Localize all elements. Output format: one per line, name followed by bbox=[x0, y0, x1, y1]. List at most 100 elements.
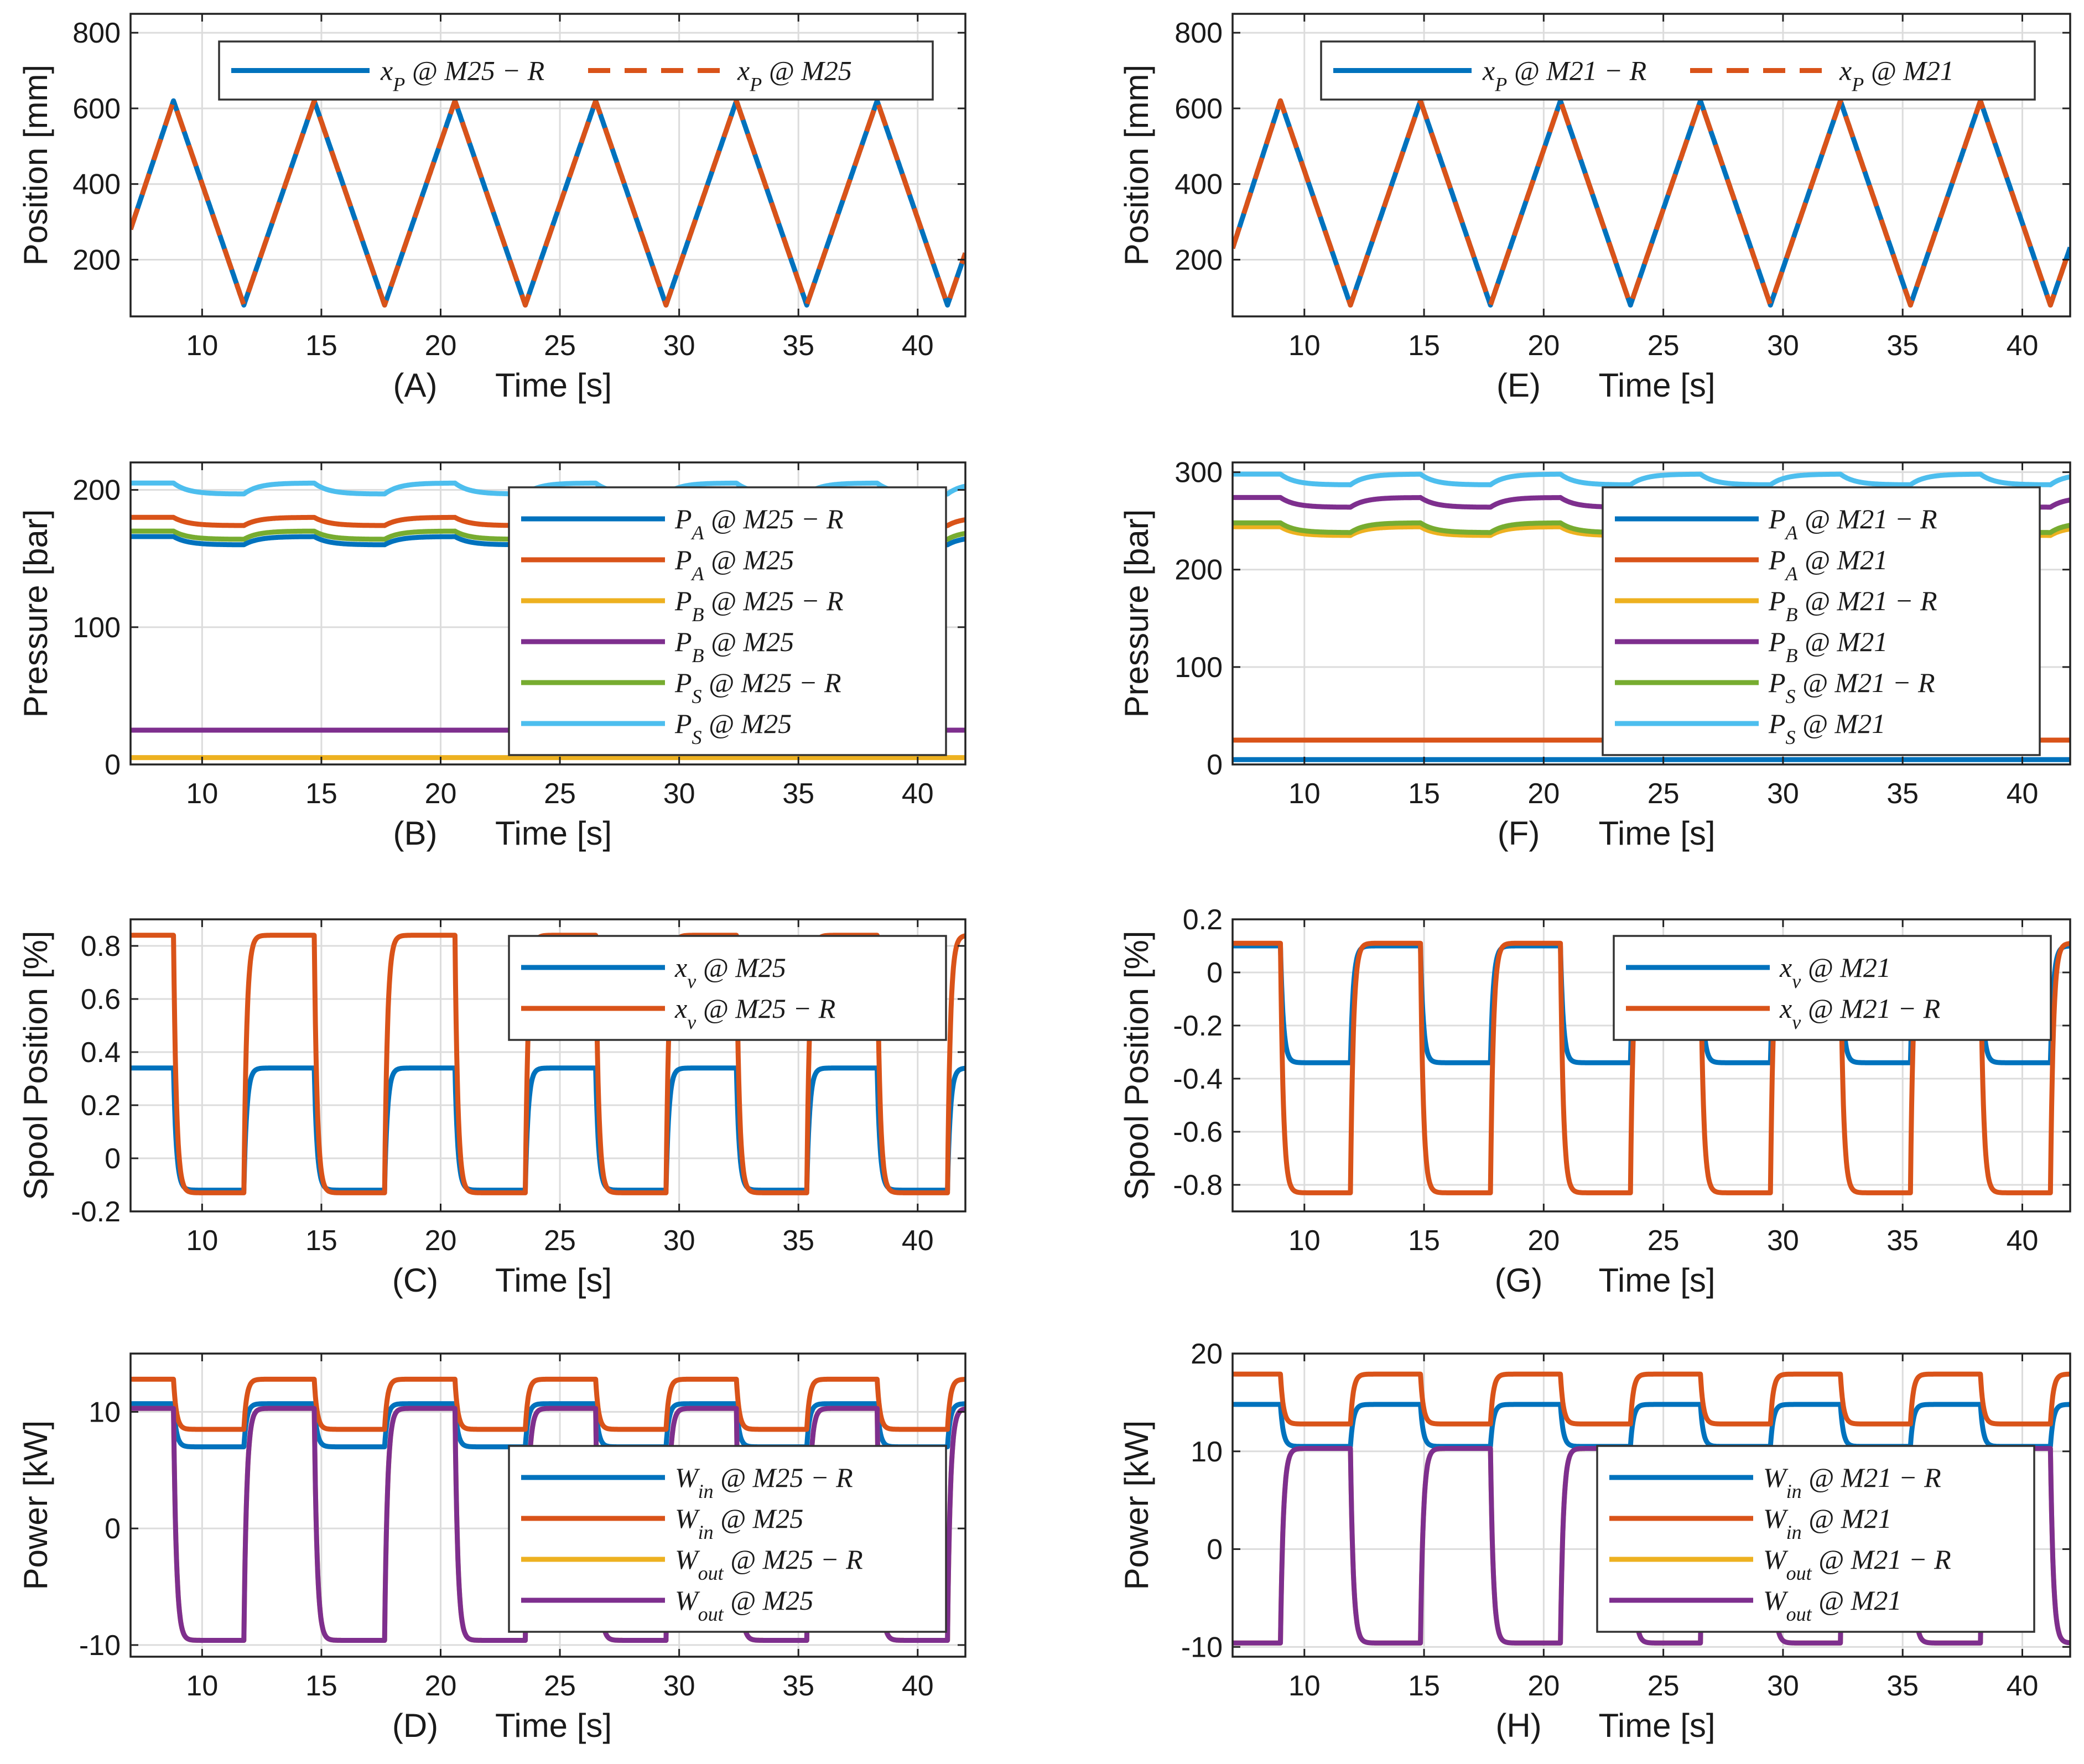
y-tick-label: 0.2 bbox=[81, 1090, 121, 1122]
legend-entry: PS @ M25 − R bbox=[674, 667, 841, 707]
y-tick-label: 0.2 bbox=[1183, 904, 1223, 936]
x-tick-label: 25 bbox=[1648, 330, 1680, 362]
legend-entry: xP @ M21 bbox=[1839, 55, 1954, 96]
x-tick-label: 25 bbox=[1648, 1670, 1680, 1702]
y-tick-label: 0 bbox=[1207, 957, 1223, 989]
x-tick-label: 35 bbox=[782, 1225, 814, 1257]
legend-entry: xP @ M25 bbox=[737, 55, 852, 96]
x-tick-label: 30 bbox=[663, 1225, 695, 1257]
y-tick-label: 200 bbox=[72, 475, 121, 507]
y-tick-label: -0.4 bbox=[1173, 1063, 1223, 1095]
x-axis-label: Time [s] bbox=[1598, 815, 1715, 852]
legend-entry: PS @ M21 − R bbox=[1768, 667, 1935, 707]
legend-entry: xP @ M21 − R bbox=[1482, 55, 1646, 96]
legend: xP @ M25 − R xP @ M25 bbox=[218, 40, 934, 101]
legend-entry: xP @ M25 − R bbox=[380, 55, 544, 96]
legend-entry: PS @ M21 bbox=[1768, 708, 1885, 748]
y-axis-label: Power [kW] bbox=[17, 1420, 54, 1590]
legend-entry: PA @ M21 bbox=[1768, 544, 1888, 585]
y-tick-label: 0 bbox=[105, 1513, 121, 1545]
y-tick-label: 0 bbox=[105, 1143, 121, 1175]
y-tick-label: 20 bbox=[1191, 1338, 1223, 1370]
x-tick-label: 20 bbox=[425, 778, 457, 810]
legend-entry: PB @ M25 − R bbox=[674, 585, 844, 626]
legend-entry: xv @ M25 bbox=[674, 952, 786, 992]
x-tick-label: 10 bbox=[186, 1670, 218, 1702]
y-tick-label: 400 bbox=[1174, 169, 1223, 201]
legend-entry: Wout @ M21 bbox=[1763, 1585, 1901, 1625]
panel-g: 10 15 20 25 30 35 40 -0.8 -0.6 -0.4 -0.2 0 0.2 Spool … bbox=[1118, 904, 2071, 1299]
y-tick-label: -0.2 bbox=[71, 1196, 121, 1228]
y-axis-label: Pressure [bar] bbox=[1118, 509, 1155, 718]
x-tick-label: 35 bbox=[782, 330, 814, 362]
legend-entry: PB @ M21 bbox=[1768, 626, 1888, 667]
panel-label: (D) bbox=[392, 1707, 438, 1744]
y-tick-label: 200 bbox=[72, 244, 121, 276]
x-tick-label: 20 bbox=[425, 1670, 457, 1702]
y-axis-label: Spool Position [%] bbox=[1118, 931, 1155, 1200]
axes-frame bbox=[1231, 1352, 2071, 1658]
x-tick-label: 35 bbox=[1886, 778, 1919, 810]
axes-frame bbox=[129, 461, 966, 766]
x-tick-label: 10 bbox=[1288, 778, 1321, 810]
x-tick-label: 30 bbox=[1767, 330, 1799, 362]
y-tick-label: 100 bbox=[72, 612, 121, 644]
series-line-e-1 bbox=[1233, 98, 2070, 308]
x-tick-label: 40 bbox=[902, 1225, 934, 1257]
x-tick-label: 20 bbox=[1527, 1670, 1560, 1702]
y-axis-label: Pressure [bar] bbox=[17, 509, 54, 718]
x-tick-label: 25 bbox=[544, 1225, 576, 1257]
y-tick-label: -10 bbox=[79, 1630, 121, 1662]
y-tick-label: 100 bbox=[1174, 652, 1223, 684]
y-tick-label: 0.4 bbox=[81, 1037, 121, 1069]
x-tick-label: 30 bbox=[663, 1670, 695, 1702]
x-tick-label: 15 bbox=[305, 1670, 337, 1702]
panel-d: 10 15 20 25 30 35 40 -10 0 10 Power [kW] (D) Time [s… bbox=[17, 1352, 966, 1744]
y-tick-label: 0 bbox=[1207, 1534, 1223, 1566]
panel-label: (G) bbox=[1495, 1262, 1543, 1299]
x-tick-label: 15 bbox=[305, 330, 337, 362]
y-tick-label: 600 bbox=[1174, 93, 1223, 125]
x-tick-label: 40 bbox=[2007, 1670, 2039, 1702]
y-tick-label: -0.8 bbox=[1173, 1169, 1223, 1201]
legend: xP @ M21 − R xP @ M21 bbox=[1320, 40, 2036, 101]
panel-b: 10 15 20 25 30 35 40 0 100 200 Pressure [bar] (B) Ti… bbox=[17, 461, 966, 852]
y-tick-label: 800 bbox=[1174, 17, 1223, 49]
y-tick-label: -0.6 bbox=[1173, 1116, 1223, 1148]
legend-entry: PA @ M25 − R bbox=[674, 503, 844, 544]
x-tick-label: 20 bbox=[425, 330, 457, 362]
y-axis-label: Position [mm] bbox=[17, 65, 54, 266]
panel-c: 10 15 20 25 30 35 40 -0.2 0 0.2 0.4 0.6 0.8 Spool Pos… bbox=[17, 918, 966, 1299]
x-tick-label: 10 bbox=[1288, 330, 1321, 362]
legend-entry: Win @ M25 bbox=[675, 1503, 803, 1543]
x-tick-label: 10 bbox=[1288, 1225, 1321, 1257]
y-tick-label: 10 bbox=[1191, 1436, 1223, 1468]
legend-entry: Wout @ M21 − R bbox=[1763, 1544, 1951, 1584]
x-tick-label: 15 bbox=[1408, 330, 1440, 362]
x-tick-label: 40 bbox=[902, 1670, 934, 1702]
x-tick-label: 15 bbox=[1408, 1670, 1440, 1702]
x-axis-label: Time [s] bbox=[1598, 1262, 1715, 1299]
x-tick-label: 40 bbox=[2007, 778, 2039, 810]
y-axis-label: Power [kW] bbox=[1118, 1420, 1155, 1590]
series-line-f-5 bbox=[1233, 471, 2070, 487]
x-tick-label: 35 bbox=[782, 1670, 814, 1702]
legend-entry: PB @ M25 bbox=[674, 626, 794, 667]
series-line-c-0 bbox=[131, 1065, 965, 1193]
legend-entry: Win @ M25 − R bbox=[675, 1462, 853, 1502]
legend-entry: PS @ M25 bbox=[674, 708, 792, 748]
series-line-b-5 bbox=[131, 480, 965, 497]
panel-a: 10 15 20 25 30 35 40 200 400 600 800 Position [mm] (… bbox=[17, 13, 966, 404]
y-axis-label: Spool Position [%] bbox=[17, 931, 54, 1200]
y-tick-label: 0 bbox=[1207, 749, 1223, 781]
x-tick-label: 15 bbox=[305, 778, 337, 810]
x-tick-label: 30 bbox=[1767, 1225, 1799, 1257]
x-tick-label: 25 bbox=[1648, 1225, 1680, 1257]
x-axis-label: Time [s] bbox=[1598, 367, 1715, 404]
legend-entry: PB @ M21 − R bbox=[1768, 585, 1937, 626]
x-tick-label: 35 bbox=[1886, 1670, 1919, 1702]
